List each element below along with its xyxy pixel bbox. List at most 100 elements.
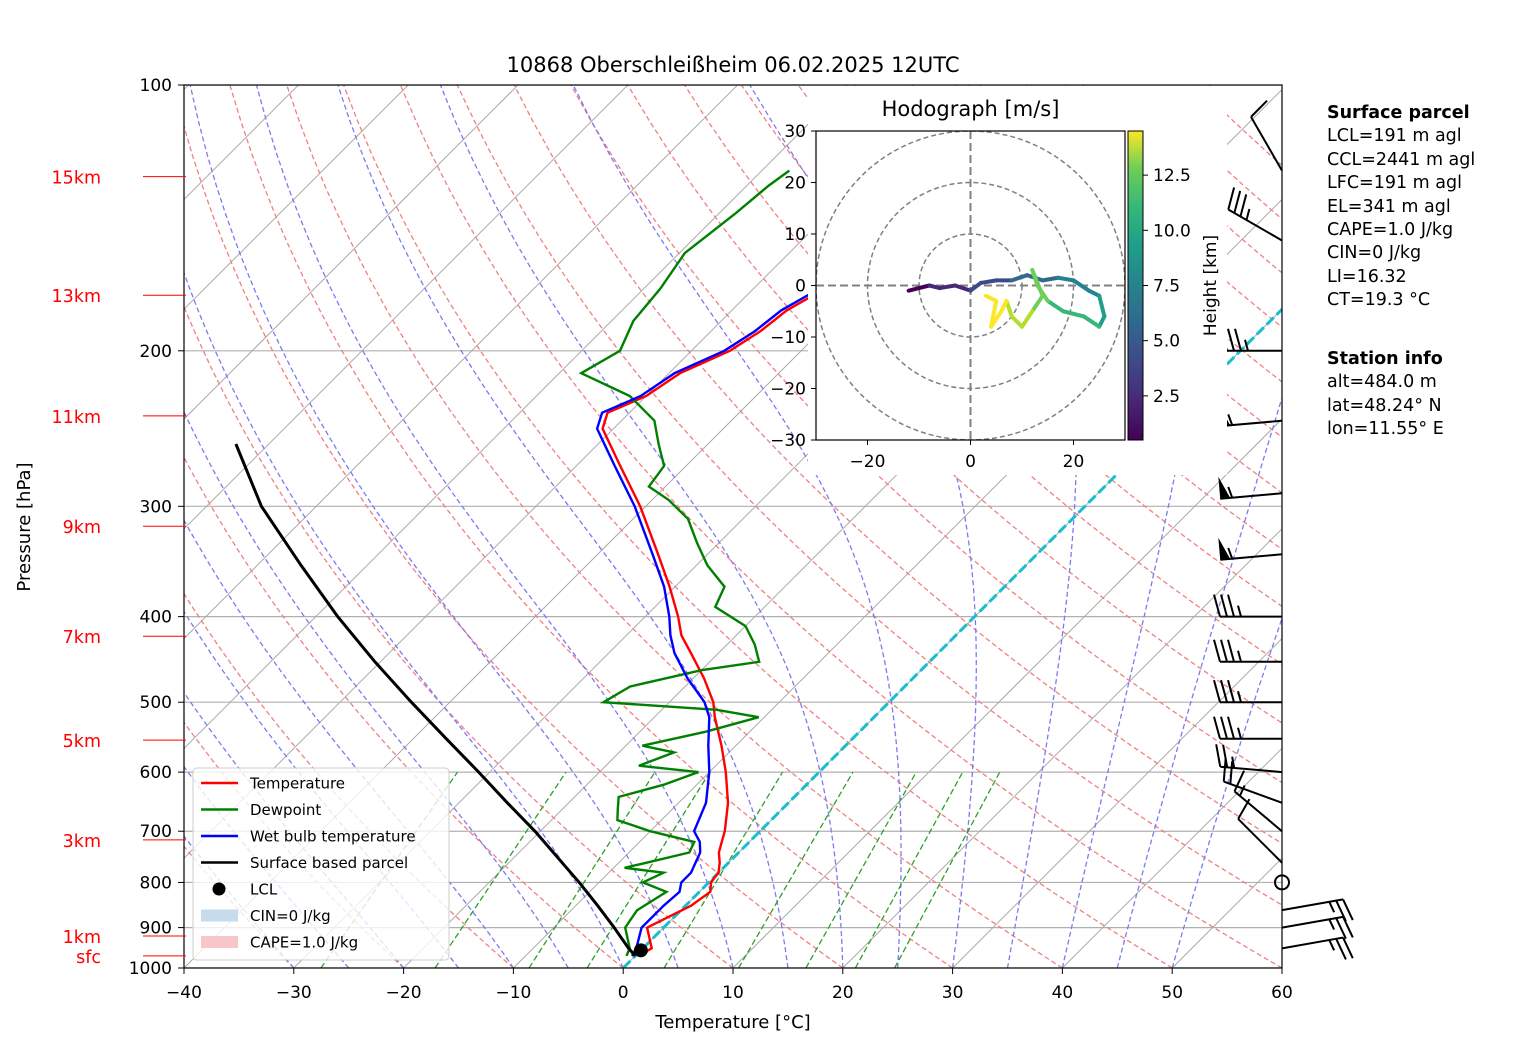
mixing-ratio-line [738, 771, 854, 968]
series-dewpoint [578, 169, 791, 957]
moist-adiabat [255, 85, 734, 968]
station-info-title: Station info [1327, 349, 1443, 369]
dry-adiabat [570, 85, 1282, 784]
y-tick-label: 100 [140, 76, 172, 96]
isotherm [184, 85, 519, 420]
barb-flag [1218, 537, 1231, 560]
hodograph-segment [1030, 268, 1045, 298]
barb-full [1220, 716, 1228, 740]
hodograph-segment [1009, 273, 1030, 283]
wind-barb [1222, 758, 1283, 804]
hodograph-segment [1061, 309, 1086, 319]
barb-full [1213, 594, 1221, 617]
colorbar-tick-label: 7.5 [1153, 277, 1180, 297]
barb-full [1237, 798, 1251, 820]
hodograph-y-tick-label: 30 [784, 122, 806, 142]
x-axis-label: Temperature [°C] [654, 1012, 810, 1033]
hodograph-segment [1020, 309, 1035, 329]
hodograph: Hodograph [m/s] −30 −20 −10 0 10 20 30 −20 0 20 2.5… [770, 86, 1227, 475]
isotherm [184, 85, 629, 530]
legend-swatch [212, 882, 226, 896]
moist-adiabat [439, 85, 844, 968]
height-label: 5km [63, 732, 101, 752]
barb-staff [1250, 116, 1283, 172]
barb-full [1239, 194, 1248, 217]
height-label: sfc [76, 948, 101, 968]
moist-adiabat [184, 270, 624, 968]
surface-parcel-line: LI=16.32 [1327, 266, 1407, 287]
y-tick-label: 300 [140, 497, 172, 517]
mixing-ratio-line [586, 771, 711, 968]
moist-adiabat [184, 518, 514, 968]
hodograph-y-tick-label: 0 [795, 277, 806, 297]
barb-half [1237, 727, 1242, 740]
x-tick-label: 20 [832, 983, 854, 1003]
x-tick-label: −20 [386, 983, 422, 1003]
colorbar-tick-label: 10.0 [1153, 221, 1191, 241]
isotherm [184, 85, 848, 750]
barb-full [1227, 328, 1235, 352]
wind-barb-calm [1274, 874, 1290, 891]
hodograph-segment [1009, 314, 1024, 329]
chart-title: 10868 Oberschleißheim 06.02.2025 12UTC [507, 53, 960, 77]
barb-full [1227, 639, 1235, 663]
wind-barb [1233, 770, 1283, 832]
height-label: 1km [63, 928, 101, 948]
y-tick-label: 900 [140, 919, 172, 939]
legend-label: CAPE=1.0 J/kg [250, 934, 358, 952]
hodograph-segment [1030, 293, 1045, 314]
mixing-ratio-line [805, 771, 917, 968]
y-tick-label: 400 [140, 608, 172, 628]
x-tick-label: −30 [276, 983, 312, 1003]
barb-staff [1220, 553, 1283, 561]
barb-full [1213, 639, 1221, 663]
barb-staff [1223, 780, 1283, 804]
legend-label: Temperature [249, 775, 345, 793]
height-label: 13km [52, 287, 101, 307]
y-tick-label: 500 [140, 693, 172, 713]
surface-parcel-line: CT=19.3 °C [1327, 290, 1431, 311]
barb-full [1227, 679, 1235, 703]
series-temperature [601, 169, 1027, 957]
colorbar-tick-label: 12.5 [1153, 166, 1191, 186]
wind-barb [1281, 915, 1354, 940]
series-wet-bulb-temperature [595, 169, 1023, 957]
dry-adiabat [184, 455, 624, 968]
x-tick-label: 30 [942, 983, 964, 1003]
barb-full [1215, 744, 1222, 767]
station-info-line: alt=484.0 m [1327, 372, 1437, 393]
barb-full [1220, 594, 1228, 617]
colorbar-label: Height [km] [1201, 235, 1221, 336]
moist-adiabat [1116, 395, 1282, 968]
station-info-panel: Station info alt=484.0 m lat=48.24° N lo… [1327, 348, 1444, 442]
hodograph-x-tick-label: 0 [965, 452, 976, 472]
barb-full [1220, 639, 1228, 663]
hodograph-segment [1071, 278, 1091, 293]
hodograph-segment [1045, 298, 1066, 314]
barb-full [1220, 679, 1228, 703]
barb-full [1335, 917, 1347, 940]
surface-parcel-line: LFC=191 m agl [1327, 173, 1462, 194]
colorbar [1127, 130, 1144, 441]
dry-adiabat [456, 85, 1282, 906]
hodograph-segment [1081, 314, 1102, 329]
legend-swatch [201, 936, 238, 948]
barb-staff [1281, 915, 1344, 929]
legend-label: Wet bulb temperature [250, 828, 416, 846]
x-tick-label: −40 [166, 983, 202, 1003]
barb-full [1227, 594, 1235, 617]
mixing-ratio-line [894, 771, 1001, 968]
barb-full [1227, 187, 1236, 210]
barb-staff [1220, 765, 1283, 774]
freezing-isotherm [622, 307, 1282, 968]
legend-label: Surface based parcel [250, 854, 408, 872]
hodograph-y-tick-label: −20 [770, 380, 806, 400]
y-tick-label: 700 [140, 822, 172, 842]
hodograph-x-tick-label: 20 [1063, 452, 1085, 472]
height-label: 11km [52, 408, 101, 428]
moist-adiabat [1171, 616, 1282, 968]
hodograph-y-tick-label: −30 [770, 431, 806, 451]
dry-adiabat [342, 85, 1173, 968]
wind-barb [1218, 537, 1283, 561]
